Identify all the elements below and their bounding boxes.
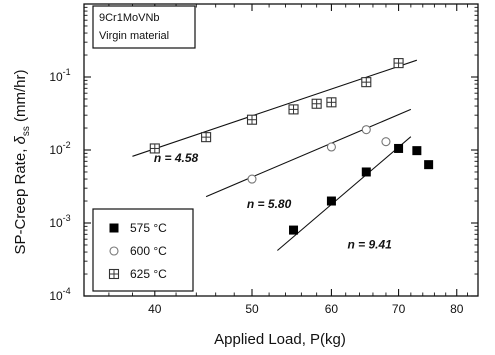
data-point [381,137,391,147]
legend-label-600: 600 °C [130,244,167,258]
slope-label-2: n = 4.58 [154,151,199,165]
legend-label-625: 625 °C [130,267,167,281]
y-axis-title-unit: (mm/hr) [12,69,29,126]
legend-label-575: 575 °C [130,221,167,235]
annotations: n = 9.41 n = 5.80 n = 4.58 [154,151,392,251]
y-tick-label: 10-1 [49,67,70,84]
y-tick-label: 10-3 [49,213,70,230]
y-tick-exponent: -4 [63,286,71,296]
data-point [393,58,404,69]
fit-line-0 [277,136,412,251]
data-point [326,97,337,108]
material-info-box: 9Cr1MoVNb Virgin material [92,5,196,49]
data-point [247,174,257,184]
x-tick-label: 50 [245,302,259,316]
data-point [361,125,371,135]
data-point [288,104,299,115]
x-tick-label: 70 [392,302,406,316]
marker-circle-open [381,137,391,147]
fit-line-1 [205,108,412,198]
data-point [326,196,336,206]
legend-marker [108,268,120,280]
y-tick-base: 10 [49,70,63,84]
data-point [201,132,212,143]
data-point [149,143,160,154]
y-tick-exponent: -2 [63,140,71,150]
material-name: 9Cr1MoVNb [99,12,160,24]
data-point [361,167,371,177]
x-tick-label: 60 [325,302,339,316]
marker-circle-open [326,142,336,152]
slope-label-1: n = 5.80 [247,197,292,211]
y-axis-title-symbol: δ [12,135,29,144]
material-condition: Virgin material [99,30,169,42]
legend: 575 °C 600 °C 625 °C [92,208,194,292]
marker-square-filled [412,146,422,156]
y-tick-base: 10 [49,289,63,303]
data-points [149,58,434,235]
y-axis-title: SP-Creep Rate, δss (mm/hr) [12,69,32,254]
marker-circle-open [247,174,257,184]
data-point [311,98,322,109]
data-point [246,114,258,125]
y-tick-exponent: -1 [63,67,71,77]
fit-line-2 [132,59,418,157]
data-point [412,146,422,156]
y-tick-base: 10 [49,143,63,157]
y-tick-exponent: -3 [63,213,71,223]
data-point [361,77,372,88]
slope-label-0: n = 9.41 [347,237,392,251]
marker-square-filled [424,160,434,170]
y-axis-title-sub: ss [21,126,32,136]
marker-square-filled [394,143,404,153]
data-point [424,160,434,170]
x-tick-label: 40 [148,302,162,316]
x-tick-label: 80 [450,302,464,316]
legend-marker [109,223,119,233]
marker-circle-open [109,246,119,256]
data-point [394,143,404,153]
legend-marker [109,246,119,256]
fit-lines [132,59,418,251]
data-point [326,142,336,152]
marker-square-filled [361,167,371,177]
marker-square-filled [326,196,336,206]
data-point [289,225,299,235]
y-tick-label: 10-2 [49,140,70,157]
y-axis-title-main: SP-Creep Rate, [12,144,29,254]
marker-square-filled [109,223,119,233]
y-tick-base: 10 [49,216,63,230]
marker-square-filled [289,225,299,235]
x-axis-title: Applied Load, P(kg) [214,331,346,348]
y-tick-label: 10-4 [49,286,70,303]
marker-circle-open [361,125,371,135]
